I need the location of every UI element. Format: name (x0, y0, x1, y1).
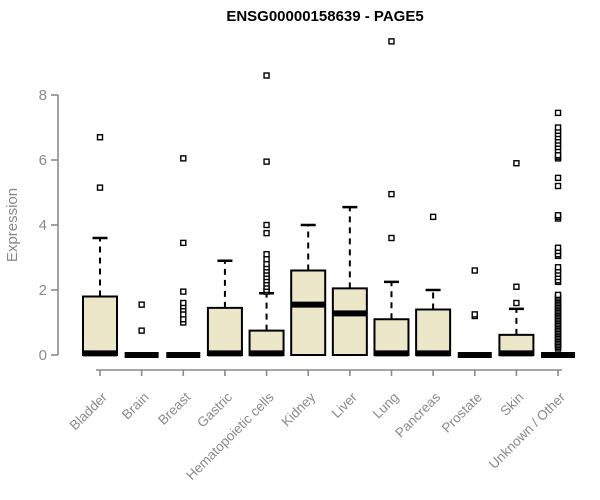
x-tick-label-kidney: Kidney (279, 389, 319, 429)
box-group-bladder (82, 134, 118, 357)
box-group-brain (124, 301, 159, 358)
outlier-point-breast (180, 155, 187, 162)
outlier-point-skin (513, 283, 520, 290)
box-bladder (82, 295, 118, 356)
median-breast (166, 352, 201, 358)
y-tick-label: 0 (39, 347, 47, 364)
x-tick-label-bladder: Bladder (67, 389, 111, 433)
outlier-point-unknown-other (554, 212, 562, 219)
chart-title: ENSG00000158639 - PAGE5 (226, 8, 424, 25)
box-group-skin (498, 160, 535, 357)
median-skin (499, 350, 534, 357)
x-tick-label-brain: Brain (119, 390, 152, 423)
median-prostate (457, 352, 492, 358)
box-group-prostate (457, 267, 492, 358)
y-tick-label: 4 (39, 217, 47, 234)
outlier-point-lung (388, 38, 395, 45)
x-tick-label-unknown-other: Unknown / Other (486, 389, 569, 472)
x-tick-label-skin: Skin (497, 390, 526, 419)
box-liver (331, 287, 368, 356)
box-gastric (206, 306, 243, 356)
y-tick-label: 6 (39, 152, 47, 169)
x-tick-label-breast: Breast (155, 389, 193, 427)
x-tick-label-gastric: Gastric (194, 389, 235, 430)
outlier-point-unknown-other (554, 291, 562, 299)
box-group-lung (373, 38, 410, 357)
box-group-breast (166, 155, 201, 358)
outlier-point-breast (180, 288, 187, 295)
outlier-point-unknown-other (554, 124, 562, 131)
box-group-kidney (290, 223, 327, 356)
outlier-point-breast (180, 299, 187, 307)
median-bladder (83, 350, 117, 357)
box-pancreas (415, 308, 452, 356)
outlier-point-brain (138, 327, 145, 334)
outlier-point-bladder (96, 134, 104, 141)
median-hematopoietic-cells (249, 350, 284, 357)
outlier-point-hematopoietic-cells (263, 251, 270, 258)
outlier-point-skin (513, 299, 520, 307)
outlier-point-hematopoietic-cells (263, 221, 270, 229)
outlier-point-bladder (96, 184, 104, 191)
median-brain (124, 352, 159, 358)
outlier-point-unknown-other (554, 174, 562, 182)
median-unknown-other (541, 352, 576, 358)
outlier-point-skin (513, 160, 520, 167)
outlier-point-breast (180, 239, 187, 247)
outlier-point-unknown-other (554, 182, 562, 190)
outlier-point-unknown-other (554, 244, 562, 251)
median-pancreas (416, 350, 451, 357)
box-group-hematopoietic-cells (248, 72, 285, 357)
median-gastric (207, 350, 242, 357)
median-kidney (291, 301, 326, 308)
median-lung (374, 350, 409, 357)
x-tick-label-pancreas: Pancreas (392, 389, 443, 440)
box-kidney (290, 269, 327, 356)
outlier-point-brain (138, 301, 145, 308)
x-tick-label-prostate: Prostate (439, 390, 485, 436)
y-axis-label: Expression (4, 187, 21, 263)
outlier-point-prostate (471, 311, 478, 318)
outlier-point-hematopoietic-cells (263, 158, 270, 165)
y-tick-label: 8 (39, 87, 47, 104)
outlier-point-prostate (471, 267, 478, 274)
median-liver (332, 310, 367, 317)
x-tick-label-lung: Lung (370, 390, 402, 422)
box-group-pancreas (415, 213, 452, 357)
x-tick-label-liver: Liver (329, 389, 361, 421)
outlier-point-lung (388, 190, 395, 198)
outlier-point-unknown-other (554, 109, 562, 117)
box-group-liver (331, 205, 368, 356)
box-lung (373, 318, 410, 356)
outlier-point-unknown-other (554, 264, 562, 271)
outlier-point-hematopoietic-cells (263, 229, 270, 237)
box-group-unknown-other (541, 109, 576, 358)
y-tick-label: 2 (39, 282, 47, 299)
outlier-point-pancreas (429, 213, 437, 221)
outlier-point-hematopoietic-cells (263, 72, 270, 79)
outlier-point-lung (388, 234, 395, 242)
box-group-gastric (206, 259, 243, 357)
